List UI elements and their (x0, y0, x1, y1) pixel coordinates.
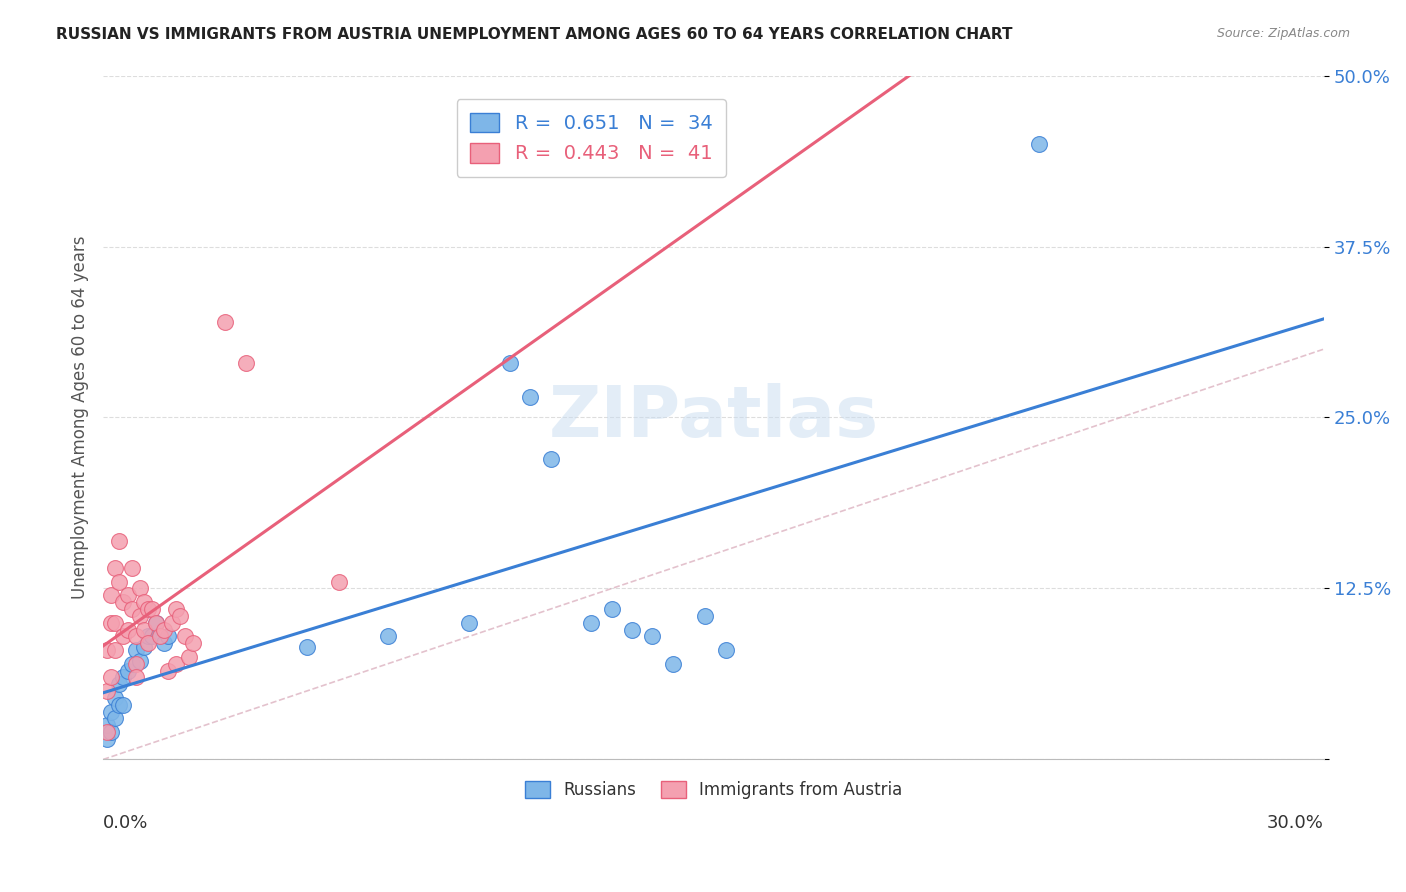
Point (136, 636, 159, 650)
Legend: Russians, Immigrants from Austria: Russians, Immigrants from Austria (517, 774, 910, 805)
Point (153, 623, 176, 637)
Point (96, 718, 118, 732)
Point (96, 643, 118, 657)
Point (641, 629, 664, 643)
Text: ZIPatlas: ZIPatlas (548, 383, 879, 452)
Point (621, 623, 644, 637)
Y-axis label: Unemployment Among Ages 60 to 64 years: Unemployment Among Ages 60 to 64 years (72, 235, 89, 599)
Point (157, 629, 180, 643)
Point (96, 684, 118, 698)
Point (100, 725, 122, 739)
Point (121, 561, 143, 575)
Point (132, 640, 155, 655)
Point (173, 629, 195, 643)
Point (121, 657, 143, 671)
Point (121, 602, 143, 616)
Point (112, 629, 135, 643)
Point (128, 608, 150, 623)
Point (104, 711, 127, 725)
Point (695, 608, 717, 623)
Point (125, 629, 148, 643)
Point (377, 629, 399, 643)
Point (157, 664, 180, 678)
Point (117, 664, 139, 678)
Text: Source: ZipAtlas.com: Source: ZipAtlas.com (1216, 27, 1350, 40)
Point (458, 615, 481, 630)
Point (169, 608, 191, 623)
Point (295, 640, 318, 655)
Point (125, 643, 148, 657)
Point (600, 602, 623, 616)
Point (153, 636, 176, 650)
Point (141, 629, 163, 643)
Point (96, 725, 118, 739)
Point (165, 602, 187, 616)
Point (125, 657, 148, 671)
Point (136, 602, 159, 616)
Point (117, 588, 139, 602)
Point (214, 315, 236, 329)
Point (108, 574, 131, 589)
Point (108, 698, 131, 712)
Point (112, 595, 135, 609)
Point (112, 670, 135, 684)
Point (145, 615, 167, 630)
Point (128, 582, 150, 596)
Point (181, 636, 204, 650)
Point (714, 643, 737, 657)
Point (100, 705, 122, 719)
Point (162, 615, 184, 630)
Text: 0.0%: 0.0% (103, 814, 149, 832)
Point (100, 588, 122, 602)
Point (108, 677, 131, 691)
Point (96, 731, 118, 746)
Point (104, 690, 127, 705)
Point (125, 670, 148, 684)
Point (100, 670, 122, 684)
Point (112, 698, 135, 712)
Point (141, 602, 163, 616)
Point (132, 595, 155, 609)
Point (108, 533, 131, 548)
Point (540, 451, 562, 466)
Point (104, 643, 127, 657)
Point (136, 629, 159, 643)
Point (581, 615, 603, 630)
Text: 30.0%: 30.0% (1267, 814, 1324, 832)
Point (177, 649, 200, 664)
Point (499, 356, 522, 370)
Point (132, 623, 155, 637)
Point (165, 657, 187, 671)
Point (662, 657, 685, 671)
Point (328, 574, 350, 589)
Text: RUSSIAN VS IMMIGRANTS FROM AUSTRIA UNEMPLOYMENT AMONG AGES 60 TO 64 YEARS CORREL: RUSSIAN VS IMMIGRANTS FROM AUSTRIA UNEMP… (56, 27, 1012, 42)
Point (145, 615, 167, 630)
Point (149, 629, 172, 643)
Point (519, 390, 541, 404)
Point (104, 615, 127, 630)
Point (117, 623, 139, 637)
Point (100, 615, 122, 630)
Point (104, 561, 127, 575)
Point (235, 356, 257, 370)
Point (1028, 136, 1050, 151)
Point (128, 654, 150, 668)
